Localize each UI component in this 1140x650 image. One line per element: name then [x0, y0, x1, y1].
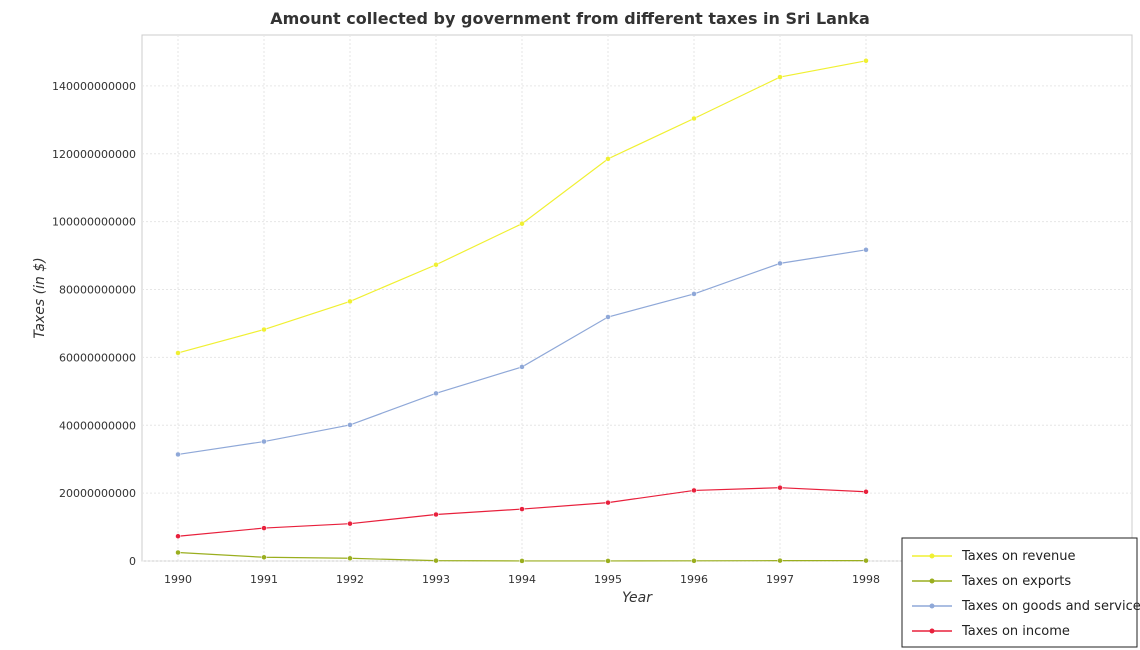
data-point: [347, 298, 353, 305]
plot-area: [141, 34, 1133, 562]
series-lines: [175, 58, 869, 564]
data-point: [175, 533, 181, 539]
data-point: [175, 451, 181, 458]
data-point: [347, 520, 353, 527]
legend-label: Taxes on income: [961, 624, 1070, 639]
legend: Taxes on revenue Taxes on exports Taxes on…: [901, 537, 1140, 648]
legend-marker: [929, 628, 935, 634]
data-point: [347, 422, 353, 428]
data-point: [519, 364, 525, 370]
y-tick-label: 80000000000: [59, 284, 136, 297]
y-tick-labels: 0 20000000000 40000000000 60000000000 800000…: [52, 80, 136, 568]
legend-label: Taxes on exports: [961, 574, 1071, 589]
x-tick-label: 1990: [164, 573, 192, 586]
data-point: [519, 558, 525, 564]
data-point: [691, 115, 697, 122]
data-point: [261, 438, 267, 445]
data-point: [605, 558, 611, 564]
chart-title: Amount collected by government from diff…: [270, 9, 870, 28]
x-tick-label: 1991: [250, 573, 278, 586]
data-point: [605, 314, 611, 320]
y-tick-label: 40000000000: [59, 419, 136, 432]
data-point: [347, 555, 353, 562]
legend-label: Taxes on goods and services: [961, 599, 1140, 614]
data-point: [261, 554, 267, 561]
x-tick-label: 1994: [508, 573, 536, 586]
data-point: [777, 557, 783, 564]
data-point: [691, 291, 697, 297]
y-tick-label: 0: [129, 555, 136, 568]
data-point: [175, 549, 181, 556]
series-3: [175, 484, 869, 539]
y-tick-label: 60000000000: [59, 351, 136, 364]
data-point: [433, 511, 439, 518]
x-tick-label: 1992: [336, 573, 364, 586]
data-point: [261, 326, 267, 333]
y-axis-label: Taxes (in $): [32, 257, 48, 338]
x-tick-label: 1998: [852, 573, 880, 586]
legend-marker: [929, 603, 935, 609]
data-point: [433, 557, 439, 564]
data-point: [863, 58, 869, 64]
data-point: [777, 484, 783, 491]
y-tick-label: 100000000000: [52, 216, 136, 229]
data-point: [433, 261, 439, 268]
legend-label: Taxes on revenue: [961, 549, 1076, 564]
x-tick-label: 1995: [594, 573, 622, 586]
x-tick-label: 1996: [680, 573, 708, 586]
data-point: [863, 247, 869, 253]
data-point: [863, 557, 869, 564]
data-point: [261, 525, 267, 531]
x-axis-label: Year: [622, 590, 653, 606]
legend-marker: [929, 553, 935, 559]
x-tick-label: 1993: [422, 573, 450, 586]
data-point: [777, 74, 783, 80]
y-tick-label: 20000000000: [59, 487, 136, 500]
y-tick-label: 140000000000: [52, 80, 136, 93]
series-1: [175, 549, 869, 564]
data-point: [691, 487, 697, 494]
data-point: [691, 558, 697, 564]
data-point: [605, 499, 611, 506]
grid-lines: [142, 35, 1132, 562]
y-tick-label: 120000000000: [52, 148, 136, 161]
data-point: [519, 220, 525, 227]
x-tick-labels: 1990 1991 1992 1993 1994 1995 1996 1997 1998: [164, 573, 880, 586]
series-2: [175, 247, 869, 458]
data-point: [863, 489, 869, 495]
data-point: [519, 506, 525, 512]
data-point: [175, 350, 181, 356]
data-point: [605, 156, 611, 162]
legend-marker: [929, 578, 935, 584]
data-point: [433, 390, 439, 397]
x-tick-label: 1997: [766, 573, 794, 586]
data-point: [777, 260, 783, 267]
series-0: [175, 58, 869, 356]
